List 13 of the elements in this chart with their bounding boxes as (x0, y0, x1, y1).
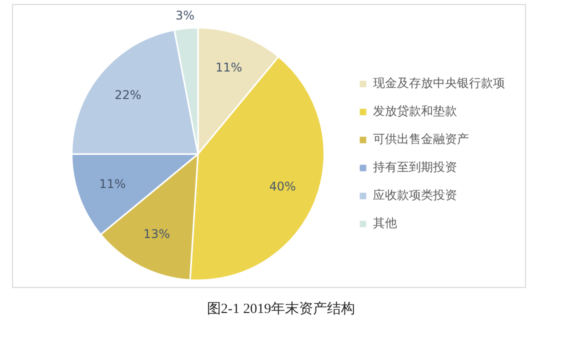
data-label: 3% (175, 8, 195, 22)
data-label: 13% (143, 227, 170, 242)
data-label: 11% (215, 60, 242, 75)
legend-label: 其他 (373, 216, 397, 230)
data-label: 22% (114, 88, 142, 102)
legend-label: 现金及存放中央银行款项 (373, 76, 505, 90)
data-label: 11% (99, 176, 126, 191)
legend-label: 应收款项类投资 (373, 188, 457, 202)
legend-label: 可供出售金融资产 (373, 132, 469, 146)
legend-label: 持有至到期投资 (373, 160, 457, 174)
legend-label: 发放贷款和垫款 (373, 104, 457, 118)
data-label: 40% (269, 180, 296, 194)
text: 图2-1 2019年末资产结构 (206, 300, 356, 318)
